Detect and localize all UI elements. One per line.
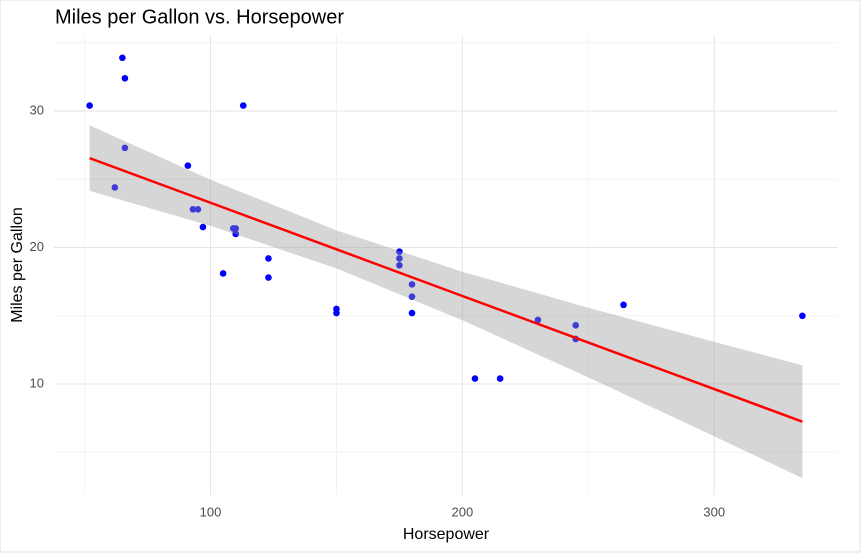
point [86,102,93,109]
point [121,74,129,82]
point [119,54,126,62]
point [396,261,403,269]
point [572,322,580,329]
point [408,281,416,288]
point [219,270,227,277]
x-tick-label: 300 [703,504,725,519]
x-axis-title: Horsepower [403,526,490,543]
point [184,162,192,169]
point [121,144,129,152]
point [111,184,119,191]
point [265,274,272,281]
point [799,312,806,320]
chart-title: Miles per Gallon vs. Horsepower [55,6,344,28]
point [408,293,416,300]
point [239,102,247,109]
point [333,309,340,317]
y-tick-label: 30 [30,102,44,117]
point [396,248,403,255]
point [265,255,272,262]
point [229,225,237,232]
y-axis-title: Miles per Gallon [9,207,26,323]
point [396,255,403,262]
confidence-band [89,125,803,479]
point [194,206,202,213]
x-tick-label: 100 [200,504,222,519]
point [408,309,416,317]
point [189,206,197,213]
point [496,375,504,382]
fit-line [89,156,803,423]
y-tick-label: 20 [30,239,44,254]
point [199,223,207,231]
point [620,301,627,309]
y-tick-label: 10 [30,375,44,390]
point [471,375,479,382]
point [534,316,542,324]
x-tick-label: 200 [452,504,474,519]
point [232,230,240,238]
